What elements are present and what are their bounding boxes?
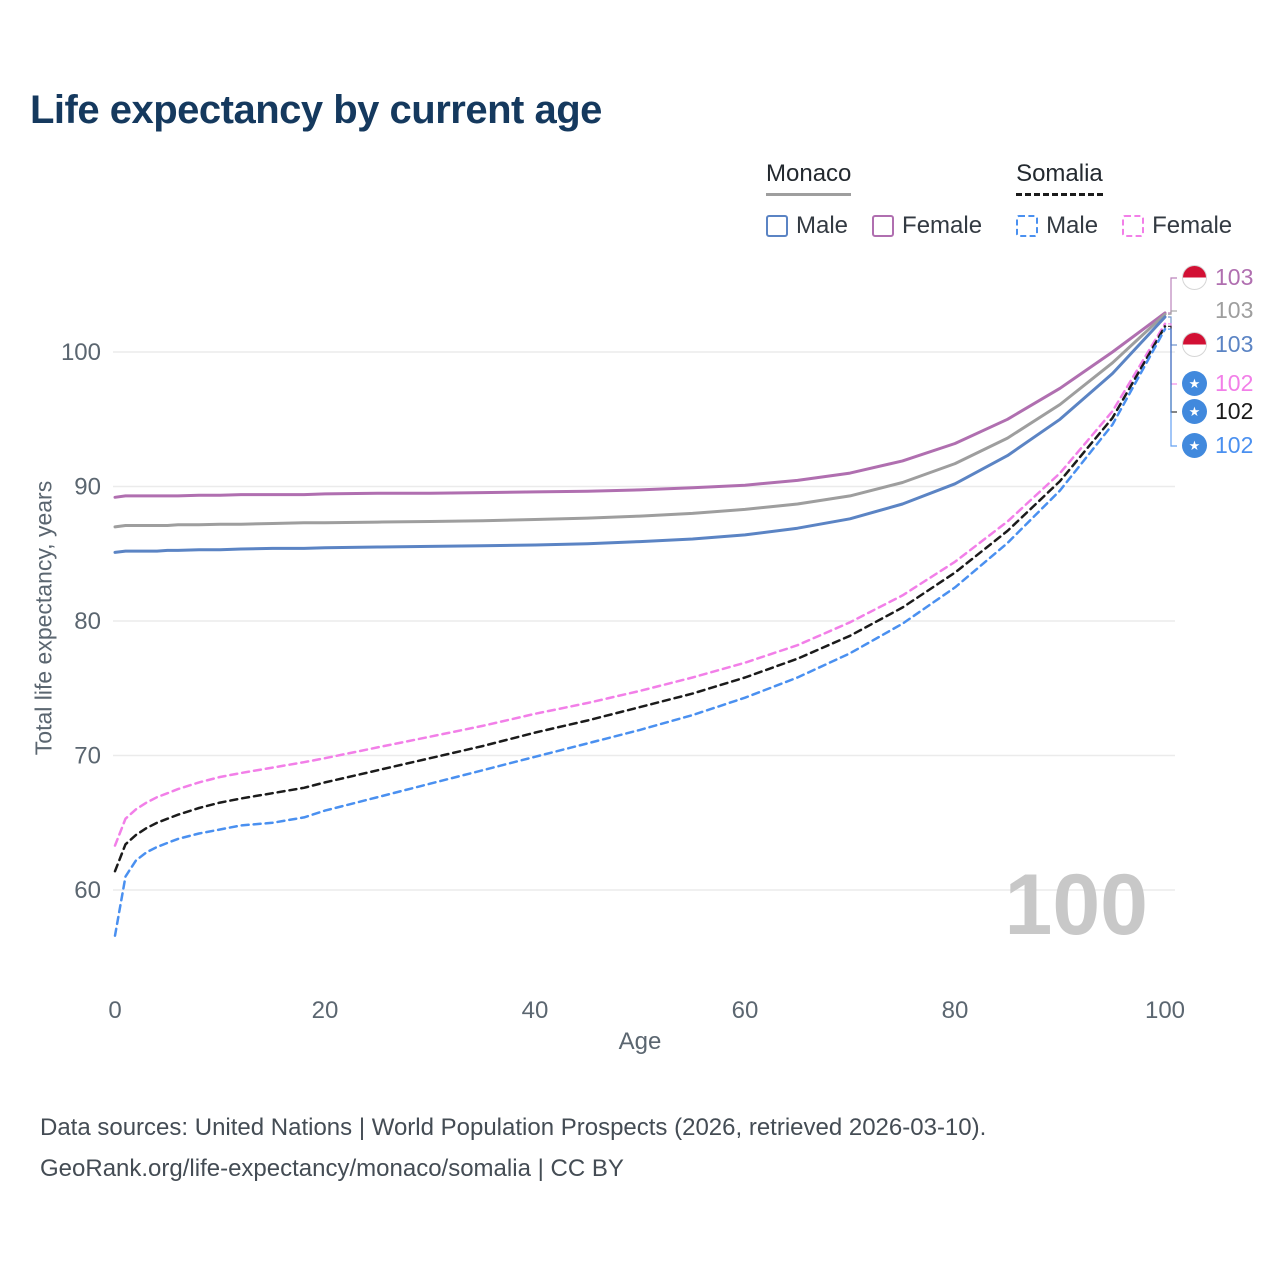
series-line-somalia-female bbox=[113, 322, 1167, 847]
chart-canvas: 60 70 80 90 100 0 20 40 60 80 100 bbox=[61, 277, 1185, 1024]
x-tick-0: 0 bbox=[108, 997, 121, 1024]
page-title: Life expectancy by current age bbox=[30, 88, 602, 132]
legend-swatch-0-0 bbox=[766, 215, 788, 237]
footer-attribution: GeoRank.org/life-expectancy/monaco/somal… bbox=[40, 1154, 624, 1182]
footer: Data sources: United Nations | World Pop… bbox=[40, 1108, 986, 1190]
x-axis-label: Age bbox=[618, 1028, 662, 1055]
x-tick-100: 100 bbox=[1145, 997, 1185, 1024]
y-tick-100: 100 bbox=[61, 339, 101, 366]
series-line-monaco-both bbox=[113, 312, 1167, 529]
y-tick-90: 90 bbox=[74, 474, 101, 501]
leader-line-5 bbox=[1168, 328, 1177, 447]
x-tick-60: 60 bbox=[732, 997, 759, 1024]
legend-label-monaco-female: Female bbox=[902, 212, 983, 239]
legend-swatch-0-1 bbox=[872, 215, 895, 237]
legend-head-0: Monaco bbox=[766, 160, 852, 196]
x-tick-20: 20 bbox=[312, 997, 339, 1024]
x-tick-80: 80 bbox=[942, 997, 969, 1024]
series-line-somalia-male bbox=[113, 327, 1167, 937]
legend-item-monaco-male[interactable]: Male bbox=[766, 212, 848, 240]
y-tick-80: 80 bbox=[74, 608, 101, 635]
legend-head-monaco: Monaco bbox=[766, 160, 982, 196]
footer-sources: Data sources: United Nations | World Pop… bbox=[40, 1114, 987, 1141]
y-tick-60: 60 bbox=[74, 877, 101, 904]
leader-line-2 bbox=[1168, 316, 1177, 346]
legend-item-somalia-female[interactable]: Female bbox=[1122, 212, 1232, 240]
legend-label-somalia-female: Female bbox=[1152, 212, 1233, 239]
y-axis-label: Total life expectancy, years bbox=[30, 480, 57, 756]
x-tick-40: 40 bbox=[522, 997, 549, 1024]
legend-head-1: Somalia bbox=[1016, 160, 1103, 196]
legend-label-monaco-male: Male bbox=[796, 212, 849, 239]
y-tick-70: 70 bbox=[74, 743, 101, 770]
leader-line-1 bbox=[1168, 310, 1177, 315]
legend-item-monaco-female[interactable]: Female bbox=[872, 212, 982, 240]
chart-legend: Monaco Male Female Somalia Male bbox=[766, 160, 1232, 240]
legend-item-somalia-male[interactable]: Male bbox=[1016, 212, 1098, 240]
series-line-monaco-male bbox=[113, 315, 1167, 554]
age-watermark: 100 bbox=[1004, 857, 1149, 953]
legend-head-somalia: Somalia bbox=[1016, 160, 1232, 196]
leader-line-0 bbox=[1168, 277, 1177, 314]
leader-line-3 bbox=[1168, 323, 1177, 385]
legend-group-monaco: Monaco Male Female bbox=[766, 160, 982, 240]
series-line-somalia-both bbox=[113, 325, 1167, 873]
legend-swatch-1-0 bbox=[1016, 215, 1039, 237]
legend-label-somalia-male: Male bbox=[1046, 212, 1099, 239]
legend-group-somalia: Somalia Male Female bbox=[1016, 160, 1232, 240]
leader-line-4 bbox=[1168, 325, 1177, 413]
series-line-monaco-female bbox=[113, 311, 1167, 499]
legend-swatch-1-1 bbox=[1122, 215, 1145, 237]
